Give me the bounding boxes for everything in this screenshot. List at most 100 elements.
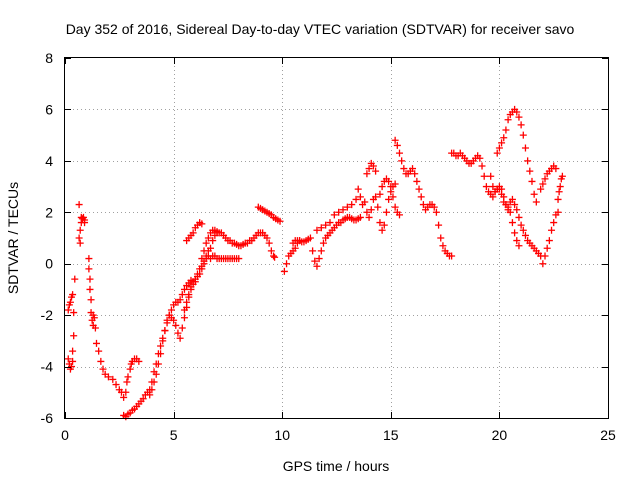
data-point <box>64 306 72 314</box>
data-point <box>167 306 175 314</box>
data-point <box>97 357 105 365</box>
data-point <box>87 296 95 304</box>
data-point <box>543 244 551 252</box>
data-point <box>235 255 243 263</box>
data-point <box>207 244 215 252</box>
data-point <box>374 203 382 211</box>
data-point <box>517 221 525 229</box>
data-point <box>545 237 553 245</box>
data-point <box>519 131 527 139</box>
data-point <box>178 324 186 332</box>
data-point <box>270 252 278 260</box>
data-point <box>69 291 77 299</box>
data-point <box>556 183 564 191</box>
data-point <box>200 260 208 268</box>
data-point <box>419 201 427 209</box>
series-s10 <box>254 203 284 225</box>
data-point <box>343 203 351 211</box>
data-point <box>495 144 503 152</box>
data-point <box>306 234 314 242</box>
data-point <box>363 208 371 216</box>
data-point <box>365 165 373 173</box>
data-point <box>76 226 84 234</box>
data-point <box>487 172 495 180</box>
data-point <box>387 183 395 191</box>
data-point <box>532 198 540 206</box>
data-point <box>489 183 497 191</box>
data-point <box>180 314 188 322</box>
data-point <box>504 206 512 214</box>
data-point <box>198 265 206 273</box>
data-point <box>380 221 388 229</box>
data-point <box>409 165 417 173</box>
data-point <box>515 242 523 250</box>
data-point <box>515 113 523 121</box>
data-point <box>180 285 188 293</box>
data-point <box>123 378 131 386</box>
data-point <box>209 237 217 245</box>
data-point <box>382 208 390 216</box>
data-point <box>367 206 375 214</box>
data-point <box>317 247 325 255</box>
data-point <box>448 252 456 260</box>
data-point <box>92 339 100 347</box>
data-point <box>511 201 519 209</box>
data-point <box>267 247 275 255</box>
data-point <box>69 347 77 355</box>
data-point <box>502 201 510 209</box>
x-tick-label: 5 <box>170 427 178 443</box>
data-point <box>183 298 191 306</box>
data-point <box>385 177 393 185</box>
data-point <box>378 226 386 234</box>
data-point <box>476 154 484 162</box>
data-point <box>515 213 523 221</box>
chart-title: Day 352 of 2016, Sidereal Day-to-day VTE… <box>66 21 575 37</box>
data-point <box>519 226 527 234</box>
data-point <box>478 162 486 170</box>
data-point <box>99 365 107 373</box>
series-s20 <box>537 162 560 193</box>
data-point <box>174 329 182 337</box>
data-point <box>86 275 94 283</box>
y-tick-label: 0 <box>45 256 53 272</box>
data-point <box>439 242 447 250</box>
data-point <box>432 208 440 216</box>
data-point <box>541 252 549 260</box>
plot-frame <box>64 57 609 419</box>
data-point <box>348 201 356 209</box>
data-point <box>376 190 384 198</box>
data-point <box>200 247 208 255</box>
data-point <box>513 237 521 245</box>
data-point <box>150 378 158 386</box>
data-point <box>85 265 93 273</box>
data-points <box>64 105 566 421</box>
data-point <box>541 175 549 183</box>
data-point <box>311 257 319 265</box>
data-point <box>389 193 397 201</box>
data-point <box>122 388 130 396</box>
data-point <box>265 239 273 247</box>
data-point <box>435 221 443 229</box>
data-point <box>339 206 347 214</box>
data-point <box>319 239 327 247</box>
data-point <box>185 291 193 299</box>
data-point <box>498 139 506 147</box>
data-point <box>552 165 560 173</box>
data-point <box>76 239 84 247</box>
data-point <box>95 347 103 355</box>
data-point <box>504 116 512 124</box>
series-s9 <box>198 226 279 263</box>
x-tick-label: 20 <box>492 427 508 443</box>
series-s4 <box>85 255 143 401</box>
series-s13 <box>313 159 380 234</box>
series-s1 <box>64 291 77 314</box>
data-point <box>68 363 76 371</box>
series-s12 <box>289 213 364 270</box>
data-point <box>398 157 406 165</box>
data-point <box>148 386 156 394</box>
data-point <box>71 275 79 283</box>
y-tick-label: 6 <box>45 101 53 117</box>
data-point <box>85 255 93 263</box>
y-tick-label: -4 <box>41 359 54 375</box>
series-s2 <box>64 275 79 373</box>
